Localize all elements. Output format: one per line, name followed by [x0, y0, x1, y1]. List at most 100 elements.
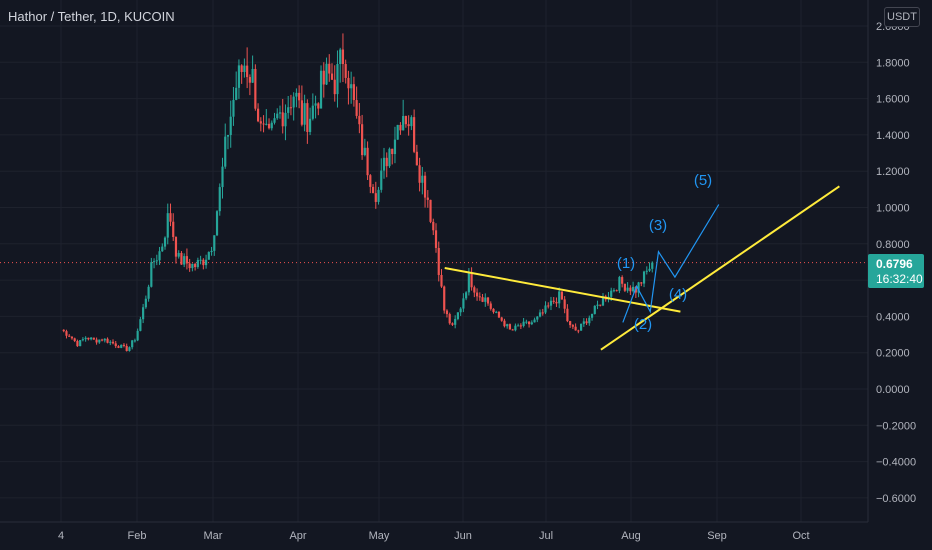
candle-body	[508, 324, 512, 330]
candle-body	[371, 186, 375, 194]
candle-body	[369, 175, 372, 187]
candle-body	[522, 321, 525, 327]
candle-body	[415, 151, 418, 166]
candle-body	[73, 338, 76, 341]
candle-body	[278, 112, 282, 114]
candle-body	[632, 286, 635, 292]
price-tick-label: 0.0000	[876, 384, 910, 396]
candle-body	[563, 299, 566, 309]
candle-body	[582, 321, 585, 324]
candle-body	[292, 96, 295, 108]
candle-body	[303, 103, 306, 125]
candle-body	[574, 326, 577, 331]
candle-body	[204, 259, 208, 266]
candle-body	[413, 117, 416, 152]
candle-body	[473, 287, 476, 293]
candle-body	[527, 321, 531, 325]
candle-body	[166, 213, 169, 238]
candle-body	[215, 211, 219, 236]
wave-path	[622, 204, 720, 323]
candle-body	[544, 305, 547, 313]
price-tick-label: 1.0000	[876, 203, 910, 215]
candle-body	[330, 73, 334, 80]
candle-body	[601, 296, 605, 306]
candle-body	[281, 112, 284, 127]
candle-body	[585, 321, 588, 324]
candle-body	[514, 325, 517, 331]
candle-body	[456, 312, 460, 319]
candle-body	[306, 103, 309, 132]
candle-body	[298, 92, 301, 101]
candle-body	[213, 235, 216, 251]
candle-body	[229, 116, 232, 135]
candle-body	[235, 87, 238, 100]
price-tick-label: 1.2000	[876, 166, 910, 178]
candle-body	[109, 341, 112, 343]
candle-body	[547, 305, 550, 307]
time-tick-label: Sep	[707, 530, 727, 542]
candle-body	[407, 124, 410, 127]
candle-body	[440, 274, 443, 287]
candle-body	[133, 340, 137, 342]
candle-body	[224, 136, 227, 167]
candle-body	[599, 304, 602, 306]
price-tick-label: 1.8000	[876, 57, 910, 69]
candle-body	[325, 63, 328, 85]
candle-body	[423, 175, 427, 198]
price-tick-label: −0.6000	[876, 493, 916, 505]
candle-body	[117, 346, 120, 348]
candle-body	[530, 322, 533, 325]
candle-body	[410, 117, 413, 127]
candle-body	[492, 308, 495, 313]
candle-body	[322, 70, 325, 85]
candle-body	[571, 325, 574, 327]
candle-body	[462, 298, 465, 309]
candle-body	[273, 118, 276, 123]
time-tick-label: Mar	[204, 530, 223, 542]
candle-body	[418, 165, 421, 183]
candle-body	[651, 262, 654, 269]
candle-body	[623, 283, 626, 291]
candle-body	[68, 335, 71, 337]
candle-body	[549, 300, 553, 306]
candle-body	[194, 263, 197, 268]
candle-body	[361, 124, 364, 156]
price-tick-label: −0.4000	[876, 457, 916, 469]
candle-body	[352, 84, 355, 101]
candle-body	[579, 323, 583, 331]
candle-body	[421, 175, 424, 183]
candle-body	[536, 316, 539, 320]
candle-body	[506, 324, 509, 327]
candle-body	[486, 297, 490, 304]
candle-body	[399, 124, 402, 131]
candle-body	[95, 339, 98, 343]
price-tick-label: 0.2000	[876, 348, 910, 360]
candle-body	[114, 343, 117, 347]
candle-body	[484, 297, 487, 302]
candle-body	[475, 292, 479, 297]
time-axis: 4 Feb Mar Apr May Jun Jul Aug Sep Oct	[0, 0, 869, 542]
candles	[62, 33, 654, 352]
candle-body	[92, 337, 95, 340]
candle-body	[426, 197, 429, 200]
candle-body	[210, 250, 213, 253]
candle-body	[150, 262, 153, 287]
candle-body	[555, 301, 558, 304]
candle-body	[243, 65, 246, 73]
currency-button[interactable]: USDT	[884, 7, 920, 27]
candle-body	[470, 272, 473, 288]
candle-body	[366, 147, 369, 176]
candle-body	[207, 252, 210, 260]
candle-body	[218, 187, 221, 212]
candle-body	[459, 308, 462, 313]
candle-body	[147, 286, 150, 299]
candle-body	[615, 290, 618, 292]
candle-body	[144, 298, 147, 308]
candle-body	[125, 345, 128, 351]
candle-body	[76, 340, 79, 347]
time-tick-label: Jul	[539, 530, 553, 542]
candle-body	[558, 291, 561, 304]
candle-body	[429, 199, 432, 222]
candle-body	[503, 320, 506, 327]
